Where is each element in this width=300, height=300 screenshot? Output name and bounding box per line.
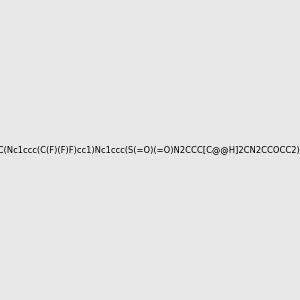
Text: O=C(Nc1ccc(C(F)(F)F)cc1)Nc1ccc(S(=O)(=O)N2CCC[C@@H]2CN2CCOCC2)cc1: O=C(Nc1ccc(C(F)(F)F)cc1)Nc1ccc(S(=O)(=O)… bbox=[0, 146, 300, 154]
